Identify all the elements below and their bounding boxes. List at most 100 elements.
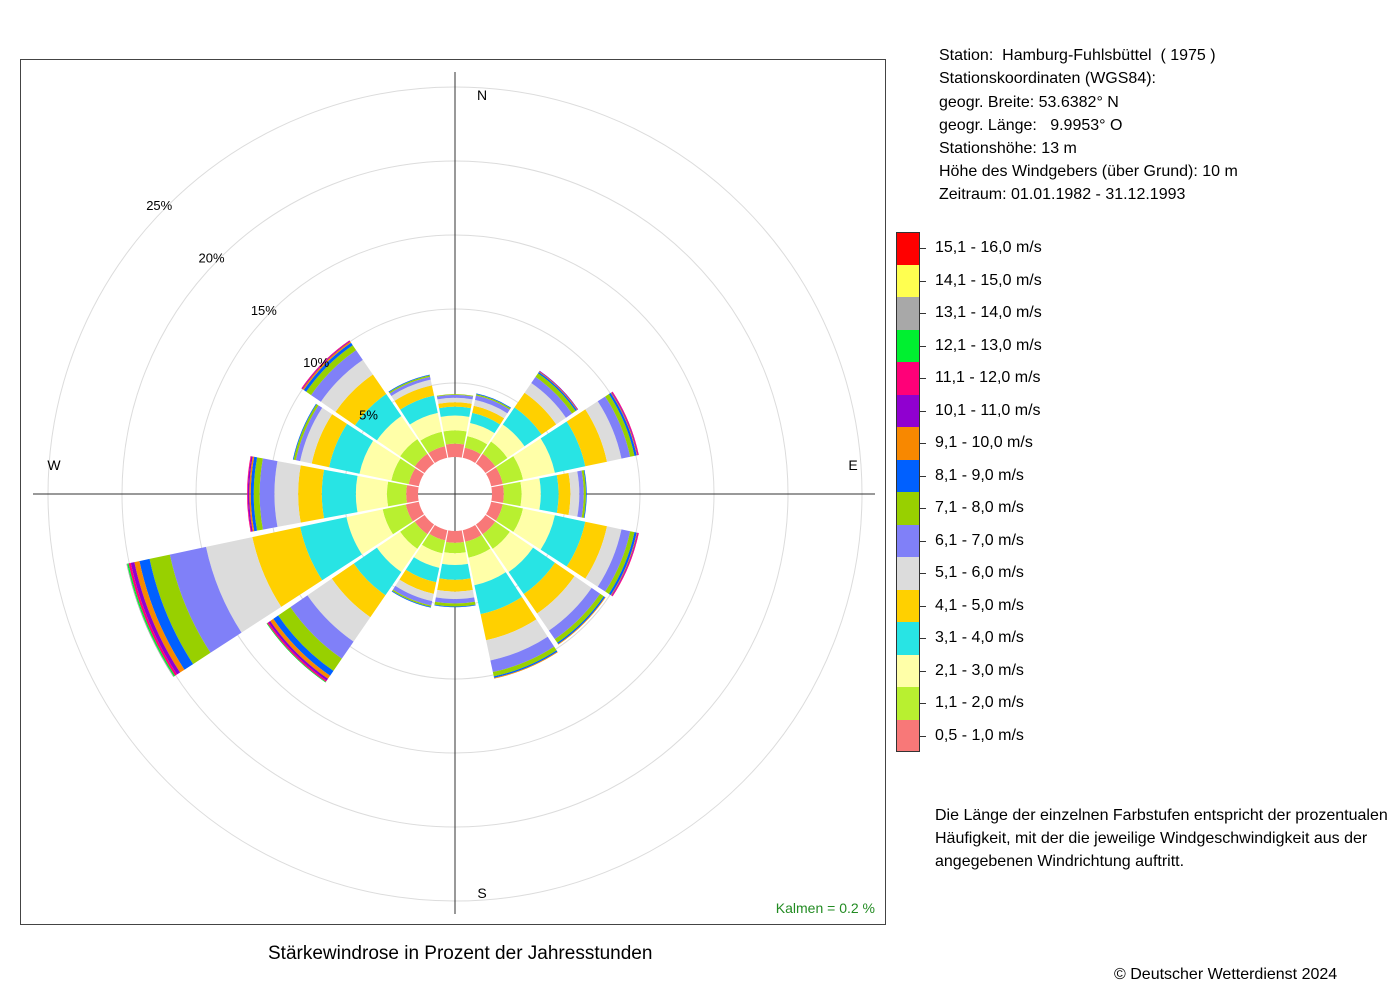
sector-O-class-0 (491, 485, 504, 503)
sector-SW-class-9 (270, 618, 331, 679)
legend-swatch (896, 232, 920, 265)
legend-tick (920, 410, 926, 412)
radial-tick-label-20: 20% (199, 251, 225, 266)
sector-OSO-class-4 (566, 521, 607, 579)
sector-NW-class-2 (376, 415, 418, 457)
sector-SO-class-3 (508, 547, 556, 595)
copyright: © Deutscher Wetterdienst 2024 (1114, 966, 1338, 983)
legend-item: 14,1 - 15,0 m/s (896, 264, 1096, 297)
sector-WNW-class-6 (295, 405, 323, 462)
sector-NNW-class-4 (394, 385, 435, 410)
sector-O-class-8 (583, 470, 587, 518)
sector-O-class-4 (556, 472, 571, 516)
legend-swatch (896, 329, 920, 362)
sector-ONO-class-1 (495, 456, 524, 484)
sector-SO-class-4 (523, 562, 575, 614)
sector-ONO-class-0 (486, 467, 503, 487)
legend-label: 12,1 - 13,0 m/s (935, 336, 1042, 354)
legend-item: 9,1 - 10,0 m/s (896, 427, 1096, 460)
sector-SSO-class-1 (465, 534, 491, 558)
compass-label-south: S (477, 885, 486, 901)
sector-SO-class-7 (554, 593, 604, 643)
sector-S-class-6 (435, 597, 475, 604)
sector-OSO-class-0 (486, 501, 503, 521)
sector-S-class-0 (446, 530, 464, 543)
sector-SO-class-0 (475, 514, 496, 535)
legend-item: 5,1 - 6,0 m/s (896, 557, 1096, 590)
latitude: geogr. Breite: 53.6382° N (939, 94, 1119, 111)
sector-W-class-10 (247, 456, 253, 532)
legend-tick (920, 280, 926, 282)
sector-N-class-1 (443, 430, 467, 445)
sector-SW-class-7 (278, 607, 342, 671)
sector-O-class-1 (503, 481, 522, 507)
sector-SSO-class-0 (462, 525, 482, 542)
legend-swatch (896, 394, 920, 427)
sector-SO-class-5 (537, 576, 592, 631)
sensor-height: Höhe des Windgebers (über Grund): 10 m (939, 163, 1238, 180)
legend-tick (920, 248, 926, 249)
sector-N-class-5 (437, 397, 473, 404)
sector-WSW-class-1 (382, 504, 413, 535)
sector-ONO-class-2 (513, 438, 555, 480)
sector-NO-class-3 (502, 407, 542, 447)
compass-label-west: W (47, 457, 61, 473)
sector-S-class-7 (434, 601, 476, 607)
sector-WSW-class-6 (169, 546, 242, 653)
sector-SW-class-5 (307, 578, 371, 642)
radial-tick-label-25: 25% (146, 198, 172, 213)
sector-W-class-5 (274, 461, 301, 527)
sector-SSW-class-6 (392, 585, 433, 606)
legend-tick (920, 475, 926, 477)
sector-N-class-0 (445, 443, 465, 458)
sector-SSW-class-7 (392, 589, 432, 607)
sector-SW-class-1 (400, 521, 428, 549)
legend-tick (920, 540, 926, 542)
sector-WSW-class-7 (149, 554, 211, 665)
sector-ONO-class-8 (608, 392, 637, 456)
sector-NNW-class-7 (388, 375, 431, 394)
sector-NNO-class-1 (464, 436, 488, 455)
sector-NO-class-4 (514, 392, 557, 435)
legend-item: 3,1 - 4,0 m/s (896, 622, 1096, 655)
legend-label: 15,1 - 16,0 m/s (935, 239, 1042, 256)
sector-O-class-5 (568, 471, 580, 517)
sector-NO-class-2 (491, 424, 525, 458)
sector-W-class-1 (386, 481, 407, 507)
sector-WNW-class-1 (391, 458, 416, 485)
sector-SW-class-4 (331, 563, 386, 618)
sector-NNW-class-1 (420, 431, 445, 454)
legend-label: 14,1 - 15,0 m/s (935, 271, 1042, 289)
legend-label: 3,1 - 4,0 m/s (935, 629, 1024, 646)
legend-label: 5,1 - 6,0 m/s (935, 564, 1024, 581)
radial-tick-label-10: 10% (303, 355, 329, 370)
legend-tick (920, 735, 926, 737)
legend-label: 10,1 - 11,0 m/s (935, 401, 1041, 419)
sector-ONO-class-3 (540, 421, 586, 473)
sector-NNO-class-2 (467, 423, 495, 445)
legend-label: 1,1 - 2,0 m/s (935, 694, 1024, 711)
sector-SSO-class-6 (490, 636, 555, 673)
sector-O-class-6 (577, 470, 584, 518)
sector-NW-class-8 (303, 342, 353, 392)
sector-S-class-2 (442, 552, 468, 566)
sector-NO-class-5 (524, 383, 566, 425)
legend-swatch (896, 459, 920, 492)
longitude: geogr. Länge: 9.9953° O (939, 117, 1123, 134)
sector-SSO-class-5 (486, 619, 548, 661)
sector-N-class-2 (440, 415, 470, 432)
wind-rose-svg: 5% 10% 15% 20% 25% N E S W Kalmen = 0.2 % (33, 72, 875, 916)
sector-O-class-3 (539, 475, 559, 513)
coords-heading: Stationskoordinaten (WGS84): (939, 70, 1156, 87)
sector-NNO-class-8 (476, 393, 512, 409)
sector-NW-class-6 (311, 350, 363, 402)
sector-SW-class-2 (376, 531, 418, 573)
sector-OSO-class-2 (513, 508, 555, 550)
sector-NW-class-0 (414, 453, 435, 474)
legend-tick (920, 573, 926, 574)
sector-SO-class-6 (548, 587, 601, 640)
sector-NNW-class-6 (389, 376, 431, 396)
sector-NO-class-1 (482, 441, 508, 467)
legend-item: 1,1 - 2,0 m/s (896, 687, 1096, 720)
sector-N-class-6 (436, 394, 474, 400)
